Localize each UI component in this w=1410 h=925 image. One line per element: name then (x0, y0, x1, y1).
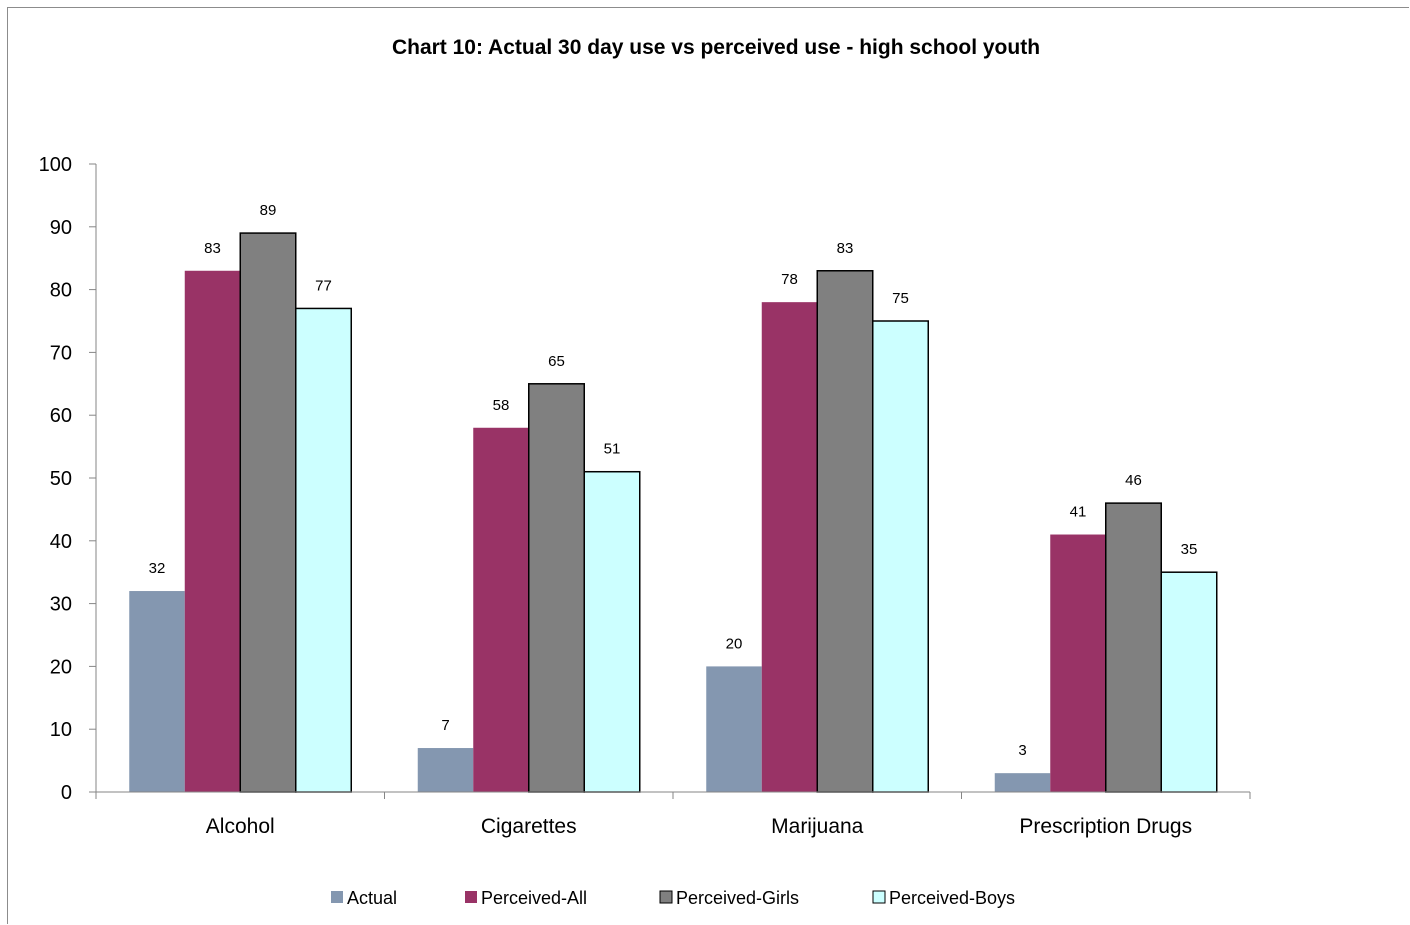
bar-marijuana-actual (706, 666, 762, 792)
x-tick-label: Cigarettes (481, 815, 577, 838)
chart-title: Chart 10: Actual 30 day use vs perceived… (392, 36, 1040, 59)
y-tick-label: 40 (50, 531, 72, 553)
x-tick-label: Prescription Drugs (1019, 815, 1192, 838)
bar-alcohol-actual (129, 591, 185, 792)
y-tick-label: 0 (61, 782, 72, 804)
data-label-alcohol-perceived-boys: 77 (315, 277, 332, 294)
bar-alcohol-perceived-boys (295, 307, 352, 793)
bar-marijuana-perceived-all (761, 302, 818, 792)
bar-prescription-drugs-actual (994, 773, 1051, 792)
data-label-alcohol-perceived-girls: 89 (260, 202, 277, 219)
bar-cigarettes-perceived-boys (583, 470, 641, 793)
y-tick-label: 60 (50, 405, 72, 427)
data-label-cigarettes-perceived-all: 58 (493, 397, 510, 414)
legend-swatch-perceived-all (465, 891, 477, 903)
y-tick-label: 20 (50, 656, 72, 678)
data-label-marijuana-perceived-all: 78 (781, 271, 798, 288)
data-label-prescription-drugs-perceived-boys: 35 (1181, 541, 1198, 558)
bar-marijuana-perceived-boys (872, 320, 929, 793)
bars-group (129, 232, 1218, 793)
data-label-alcohol-actual: 32 (149, 560, 166, 577)
y-tick-label: 100 (39, 154, 72, 176)
y-tick-label: 80 (50, 280, 72, 302)
data-label-alcohol-perceived-all: 83 (204, 240, 221, 257)
data-label-marijuana-perceived-girls: 83 (837, 240, 854, 257)
data-label-prescription-drugs-actual: 3 (1018, 742, 1026, 759)
data-label-marijuana-perceived-boys: 75 (892, 290, 909, 307)
legend-label-perceived-all: Perceived-All (481, 888, 587, 908)
y-tick-label: 50 (50, 468, 72, 490)
x-tick-label: Marijuana (771, 815, 864, 838)
bar-marijuana-perceived-girls (816, 270, 874, 793)
bar-alcohol-perceived-girls (239, 232, 297, 793)
legend-label-actual: Actual (347, 888, 397, 908)
data-label-marijuana-actual: 20 (726, 635, 743, 652)
bar-prescription-drugs-perceived-boys (1160, 571, 1218, 793)
y-tick-label: 10 (50, 719, 72, 741)
data-label-prescription-drugs-perceived-girls: 46 (1125, 472, 1142, 489)
y-tick-label: 70 (50, 342, 72, 364)
x-tick-label: Alcohol (206, 815, 275, 838)
legend-swatch-perceived-boys (872, 890, 886, 904)
legend-label-perceived-girls: Perceived-Girls (676, 888, 799, 908)
bar-cigarettes-perceived-girls (528, 383, 585, 793)
bar-alcohol-perceived-all (184, 270, 241, 792)
legend-label-perceived-boys: Perceived-Boys (889, 888, 1015, 908)
data-label-cigarettes-actual: 7 (441, 717, 449, 734)
data-label-cigarettes-perceived-boys: 51 (604, 441, 621, 458)
data-label-prescription-drugs-perceived-all: 41 (1070, 504, 1087, 521)
bar-cigarettes-perceived-all (473, 427, 529, 792)
x-axis-ticks: Alcohol Cigarettes Marijuana Prescription D… (95, 792, 1251, 838)
bar-prescription-drugs-perceived-girls (1105, 502, 1162, 793)
y-axis-ticks: 0 10 20 30 40 50 60 70 80 90 100 (39, 154, 96, 804)
bar-cigarettes-actual (417, 748, 474, 792)
y-tick-label: 90 (50, 217, 72, 239)
y-tick-label: 30 (50, 594, 72, 616)
bar-prescription-drugs-perceived-all (1050, 534, 1106, 792)
legend-swatch-perceived-girls (659, 890, 673, 904)
legend-swatch-actual (331, 891, 343, 903)
data-label-cigarettes-perceived-girls: 65 (548, 353, 565, 370)
legend: Actual Perceived-All Perceived-Girls Percei… (331, 888, 1015, 908)
